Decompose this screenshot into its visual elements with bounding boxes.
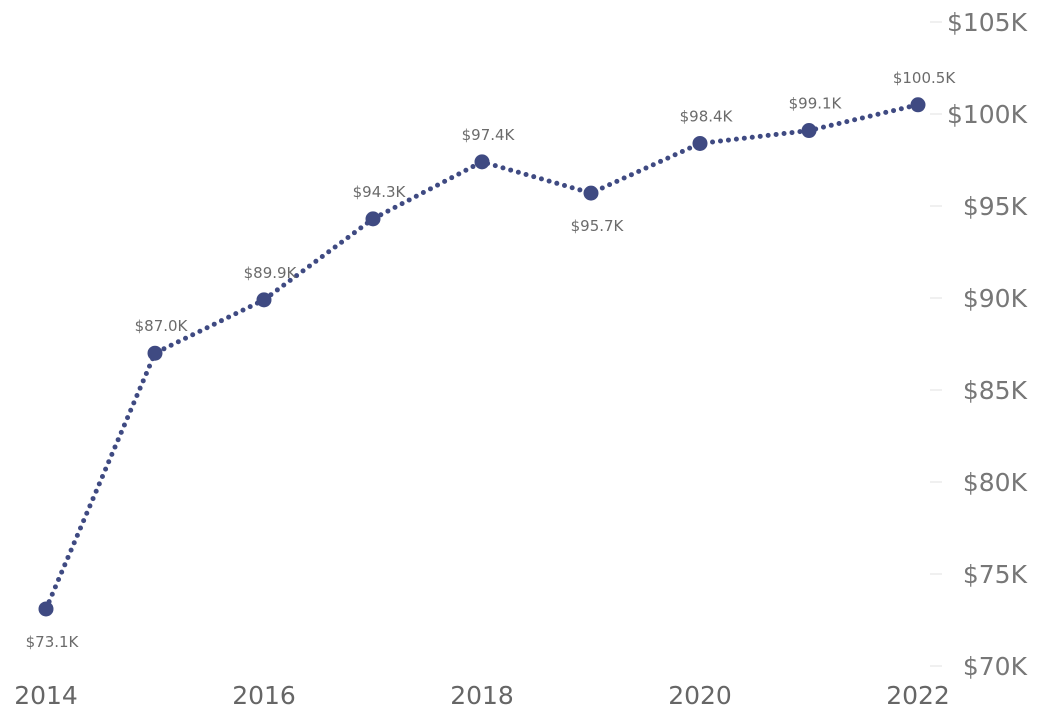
x-tick-label: 2014 [14,681,78,709]
y-tick-label: $95K [963,192,1028,221]
data-point [910,97,926,113]
y-tick-label: $70K [963,652,1028,681]
data-point [474,154,490,170]
data-label: $97.4K [462,126,516,144]
x-tick-label: 2020 [668,681,732,709]
data-label: $98.4K [680,107,734,125]
data-label: $100.5K [893,69,956,87]
data-point [692,135,708,151]
data-point [365,211,381,227]
y-tick-label: $90K [963,284,1028,313]
y-tick-label: $75K [963,560,1028,589]
data-label: $87.0K [135,317,189,335]
data-point [38,601,54,617]
data-point [147,345,163,361]
data-point [256,292,272,308]
y-tick-label: $105K [947,8,1028,37]
data-label: $73.1K [26,633,80,651]
x-tick-label: 2018 [450,681,514,709]
y-tick-label: $100K [947,100,1028,129]
data-point [583,185,599,201]
data-label: $94.3K [353,183,407,201]
data-point [801,123,817,139]
x-tick-label: 2022 [886,681,950,709]
series-line [43,102,921,612]
x-tick-label: 2016 [232,681,296,709]
y-tick-label: $80K [963,468,1028,497]
data-label: $89.9K [244,264,298,282]
data-label: $95.7K [571,217,625,235]
data-label: $99.1K [789,95,843,113]
y-tick-label: $85K [963,376,1028,405]
